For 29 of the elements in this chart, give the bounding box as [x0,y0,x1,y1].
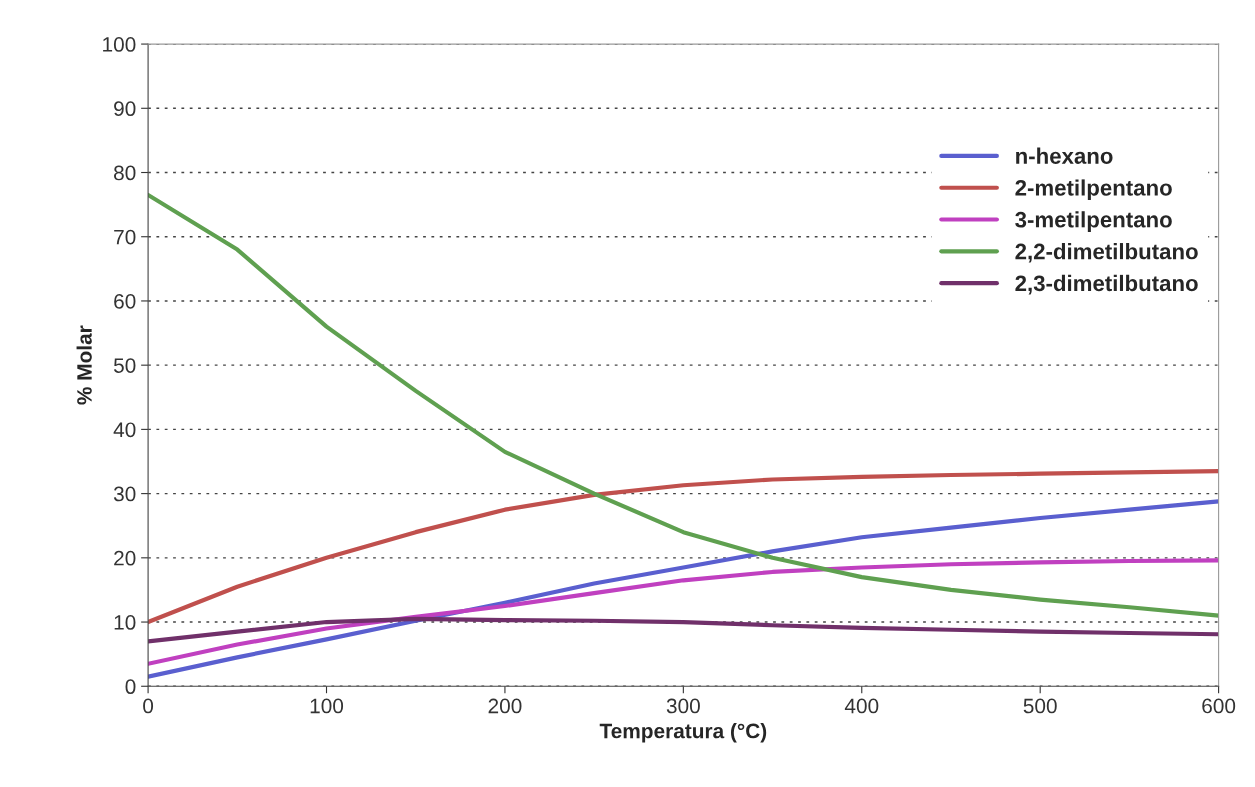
y-tick-label: 70 [114,229,136,245]
line-series [148,469,1219,625]
y-tick-label: 90 [114,101,136,117]
y-tick-label: 100 [103,37,136,52]
y-tick-label: 0 [125,679,136,695]
y-tick-label: 20 [114,550,136,566]
x-tick-label: 400 [844,698,879,714]
legend-label: 3-metilpentano [1015,211,1172,232]
legend-label: 2,2-dimetilbutano [1015,243,1198,263]
y-tick-label: 60 [114,293,136,309]
y-tick-label: 80 [114,165,136,181]
line-series [148,616,1219,644]
legend-label: n-hexano [1016,147,1113,164]
legend-label: 2-metilpentano [1015,179,1172,201]
y-tick-label: 50 [113,358,136,373]
y-tick-label: 10 [114,615,136,630]
x-tick-label: 300 [666,698,700,714]
y-axis-title: % Molar [76,325,92,405]
y-tick-label: 40 [113,422,136,438]
y-tick-label: 30 [113,486,136,502]
x-tick-label: 0 [143,698,154,714]
x-tick-label: 500 [1023,698,1057,714]
line-series [148,499,1219,679]
legend-label: 2,3-dimetilbutano [1015,274,1198,295]
x-tick-label: 200 [488,698,522,714]
x-axis-title: Temperatura (°C) [599,723,767,743]
x-tick-label: 600 [1202,698,1236,714]
line-series [148,558,1219,666]
x-tick-label: 100 [310,698,344,714]
